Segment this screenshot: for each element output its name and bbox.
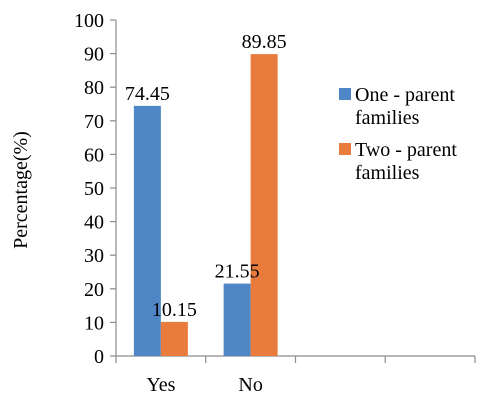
- y-tick-label: 90: [84, 44, 104, 66]
- y-axis: 0 10 20 30 40 50 60 70 80 90 100: [74, 10, 117, 368]
- bar: [223, 283, 251, 356]
- data-label: 89.85: [242, 31, 287, 53]
- legend-label: families: [355, 162, 420, 184]
- bar: [133, 105, 161, 357]
- y-tick-label: 50: [84, 178, 104, 200]
- x-tick-label: Yes: [146, 374, 175, 396]
- legend-swatch: [339, 88, 351, 100]
- legend-label: families: [355, 107, 420, 129]
- y-axis-title: Percentage(%): [10, 131, 32, 249]
- legend-label: Two - parent: [355, 139, 457, 161]
- y-tick-label: 100: [74, 10, 104, 32]
- legend-swatch: [339, 143, 351, 155]
- y-tick-label: 10: [84, 312, 104, 334]
- y-tick-label: 30: [84, 245, 104, 267]
- y-tick-label: 60: [84, 144, 104, 166]
- y-tick-label: 0: [94, 346, 104, 368]
- data-labels: 74.45 21.55 10.15 89.85: [125, 31, 287, 321]
- x-tick-label: No: [238, 374, 262, 396]
- x-axis: Yes No: [115, 355, 476, 396]
- bar: [250, 54, 278, 356]
- y-tick-label: 70: [84, 111, 104, 133]
- data-label: 21.55: [215, 261, 260, 283]
- y-tick-label: 40: [84, 212, 104, 234]
- y-tick-label: 80: [84, 77, 104, 99]
- data-label: 74.45: [125, 83, 170, 105]
- bars: [133, 54, 278, 357]
- legend-label: One - parent: [355, 84, 455, 106]
- data-label: 10.15: [152, 299, 197, 321]
- y-tick-label: 20: [84, 279, 104, 301]
- bar: [160, 321, 188, 356]
